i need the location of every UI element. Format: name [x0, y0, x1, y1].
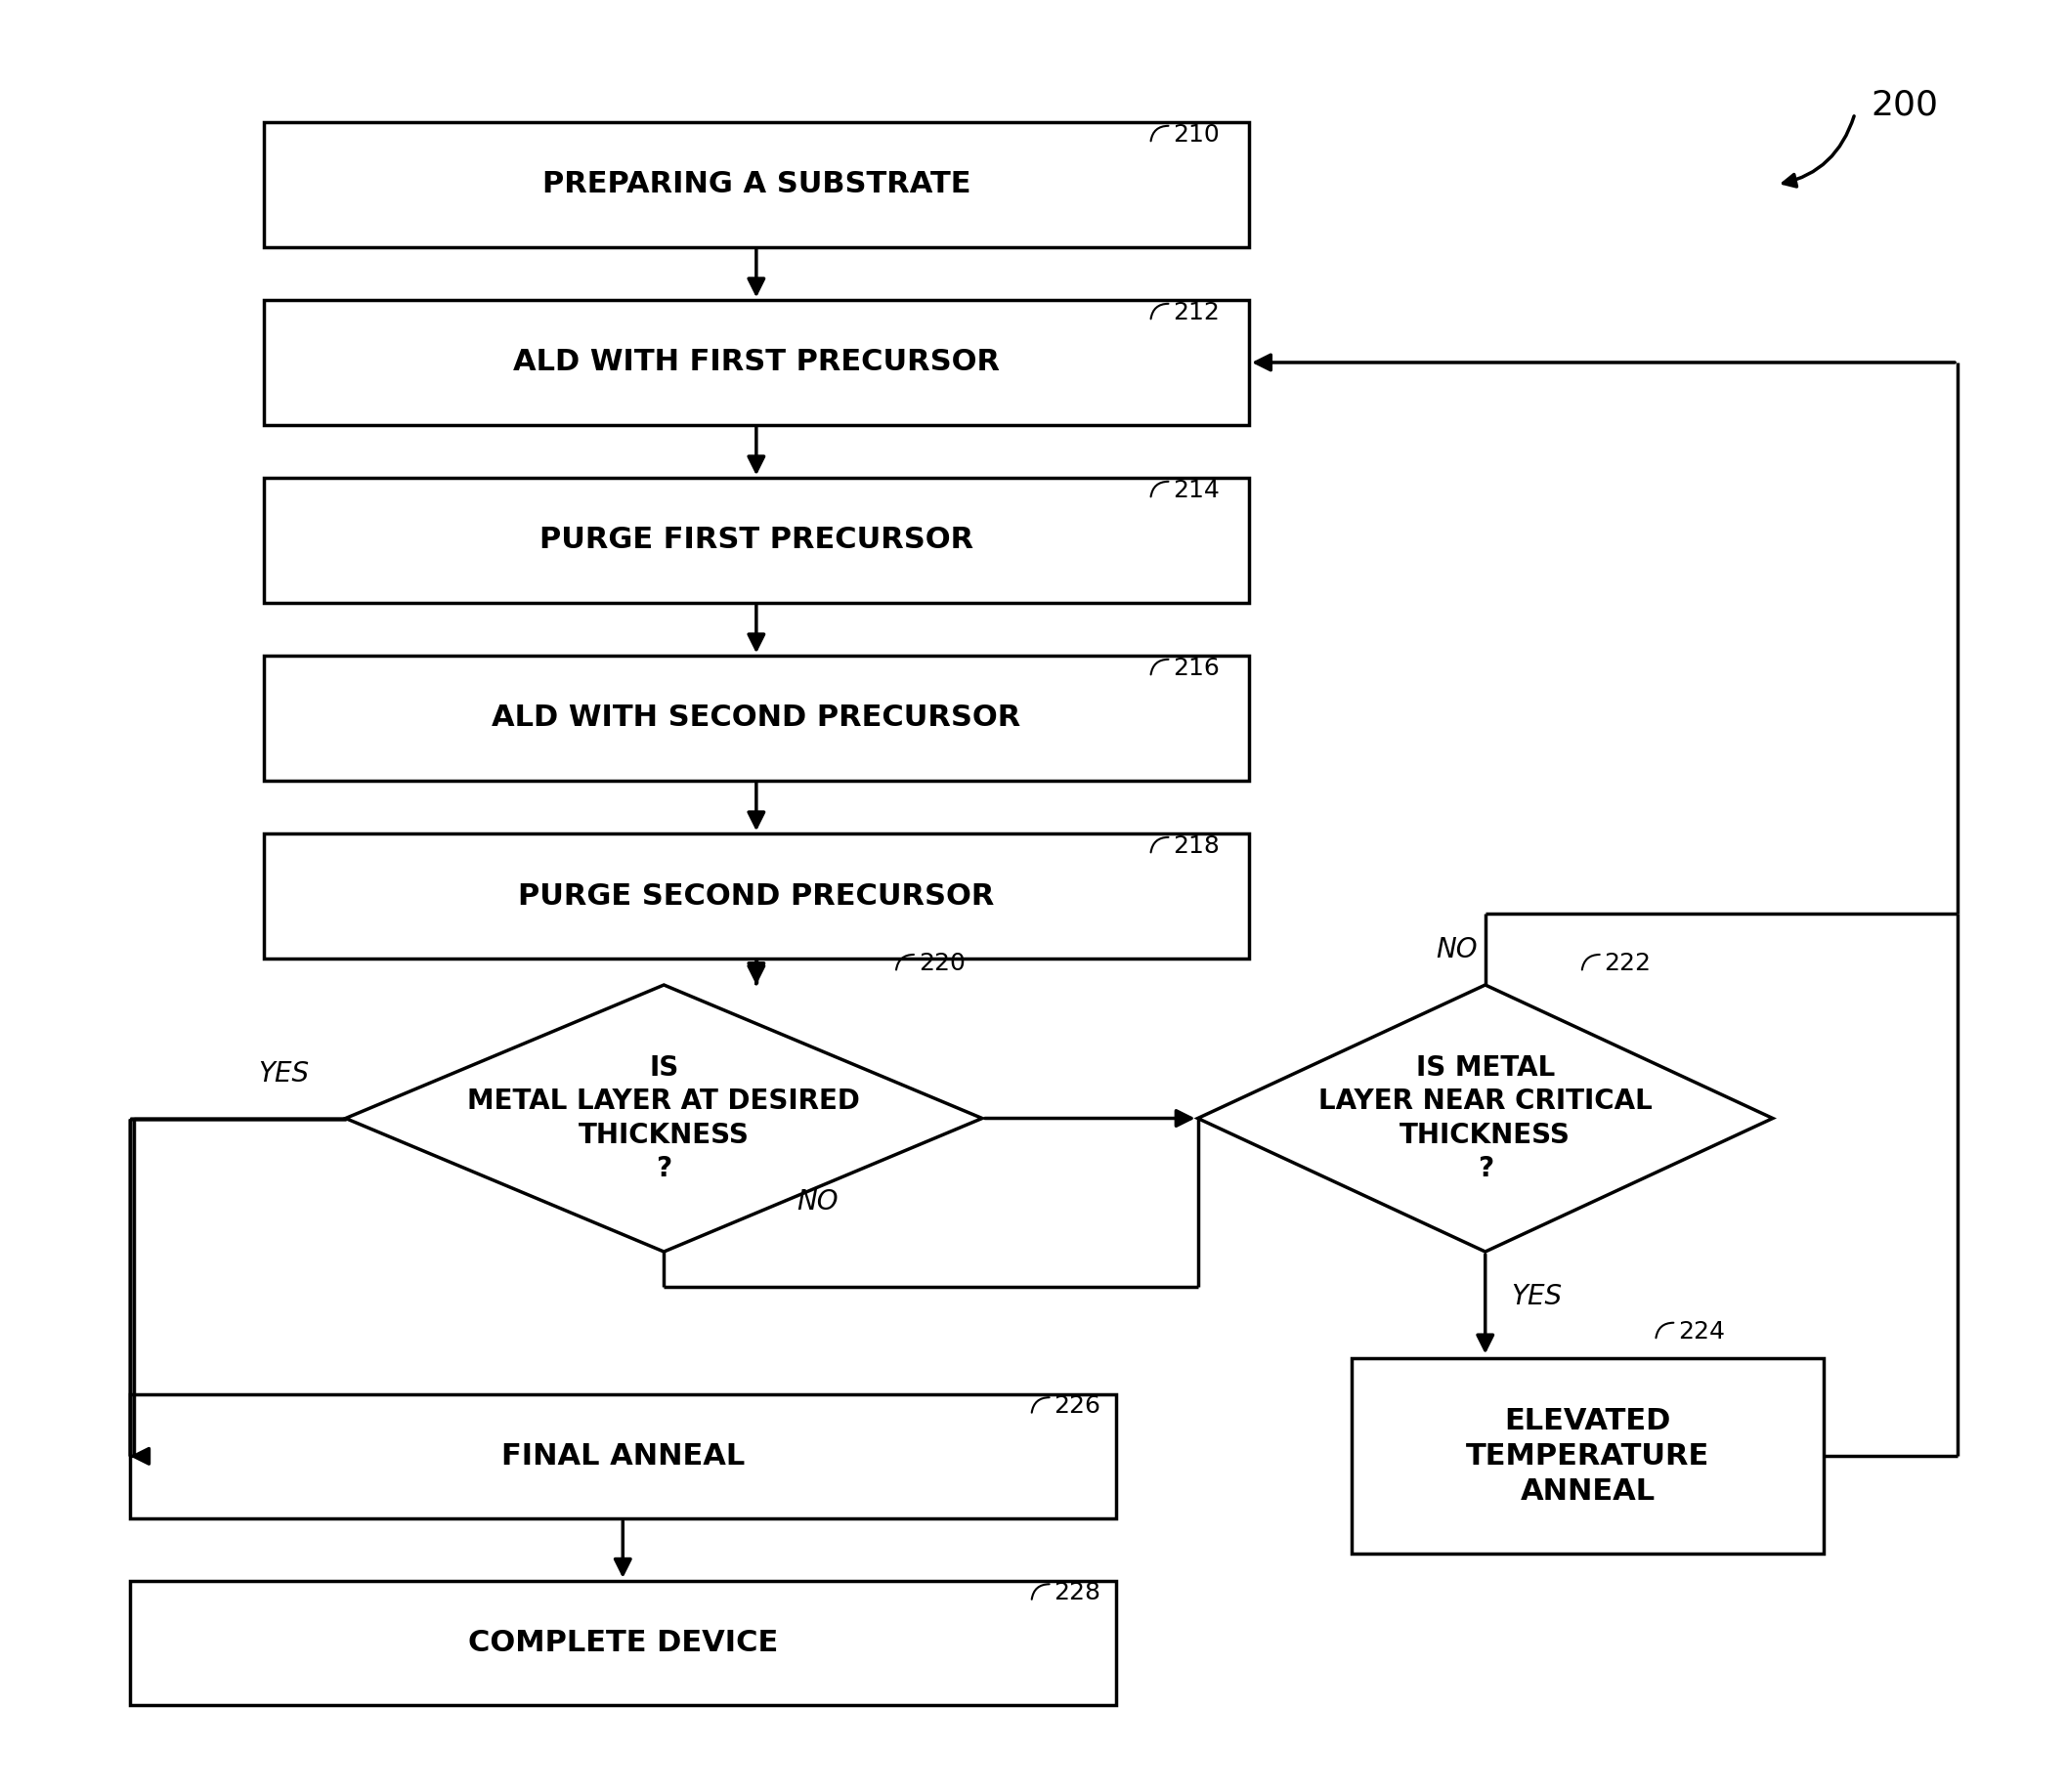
Text: 216: 216	[1174, 656, 1220, 681]
Bar	[263, 301, 1248, 425]
Text: 228: 228	[1054, 1581, 1102, 1606]
Bar	[263, 833, 1248, 959]
Text: PURGE FIRST PRECURSOR: PURGE FIRST PRECURSOR	[539, 527, 974, 554]
Text: 218: 218	[1174, 835, 1220, 858]
Bar	[263, 656, 1248, 780]
Text: YES: YES	[258, 1061, 310, 1088]
Polygon shape	[345, 986, 982, 1251]
Text: IS
METAL LAYER AT DESIRED
THICKNESS
?: IS METAL LAYER AT DESIRED THICKNESS ?	[467, 1054, 860, 1183]
Text: 200: 200	[1871, 88, 1939, 122]
Bar	[130, 1581, 1116, 1706]
Text: ALD WITH SECOND PRECURSOR: ALD WITH SECOND PRECURSOR	[492, 704, 1021, 733]
Text: NO: NO	[1437, 935, 1478, 962]
Polygon shape	[1197, 986, 1773, 1251]
Text: COMPLETE DEVICE: COMPLETE DEVICE	[467, 1629, 777, 1658]
Text: FINAL ANNEAL: FINAL ANNEAL	[500, 1443, 744, 1471]
Text: 214: 214	[1174, 478, 1220, 502]
Text: YES: YES	[1511, 1283, 1563, 1310]
Text: 224: 224	[1678, 1321, 1726, 1344]
Bar	[1352, 1358, 1823, 1554]
Text: NO: NO	[798, 1188, 839, 1215]
Text: IS METAL
LAYER NEAR CRITICAL
THICKNESS
?: IS METAL LAYER NEAR CRITICAL THICKNESS ?	[1319, 1054, 1652, 1183]
Text: 226: 226	[1054, 1394, 1102, 1417]
Text: ALD WITH FIRST PRECURSOR: ALD WITH FIRST PRECURSOR	[513, 348, 1000, 376]
Text: 210: 210	[1174, 124, 1220, 147]
Text: PURGE SECOND PRECURSOR: PURGE SECOND PRECURSOR	[519, 882, 994, 910]
Text: 220: 220	[918, 952, 965, 975]
Bar	[263, 478, 1248, 602]
Bar	[130, 1394, 1116, 1518]
Text: ELEVATED
TEMPERATURE
ANNEAL: ELEVATED TEMPERATURE ANNEAL	[1466, 1407, 1709, 1505]
Text: PREPARING A SUBSTRATE: PREPARING A SUBSTRATE	[542, 170, 971, 199]
Text: 212: 212	[1174, 301, 1220, 324]
Text: 222: 222	[1604, 952, 1652, 975]
Bar	[263, 122, 1248, 247]
